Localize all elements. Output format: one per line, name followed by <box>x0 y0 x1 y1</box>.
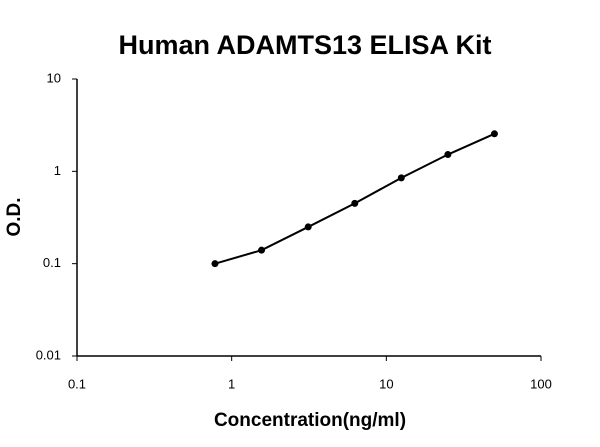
chart-title: Human ADAMTS13 ELISA Kit <box>118 30 491 60</box>
x-tick-label: 0.1 <box>68 376 86 391</box>
x-tick-label: 100 <box>530 376 552 391</box>
data-point <box>304 223 312 231</box>
y-axis-label: O.D. <box>4 197 25 236</box>
series-line <box>214 132 495 265</box>
x-tick-label: 1 <box>228 376 235 391</box>
data-point <box>397 174 405 182</box>
x-tick-label: 10 <box>379 376 393 391</box>
data-point <box>444 151 452 159</box>
data-point <box>258 246 266 254</box>
x-axis-label: Concentration(ng/ml) <box>214 410 406 431</box>
data-point <box>490 130 498 138</box>
data-point <box>211 260 219 268</box>
y-tick-label: 0.1 <box>43 255 61 270</box>
y-tick-label: 10 <box>47 70 61 85</box>
y-tick-label: 1 <box>54 163 61 178</box>
y-tick-label: 0.01 <box>36 347 61 362</box>
data-point <box>351 199 359 207</box>
